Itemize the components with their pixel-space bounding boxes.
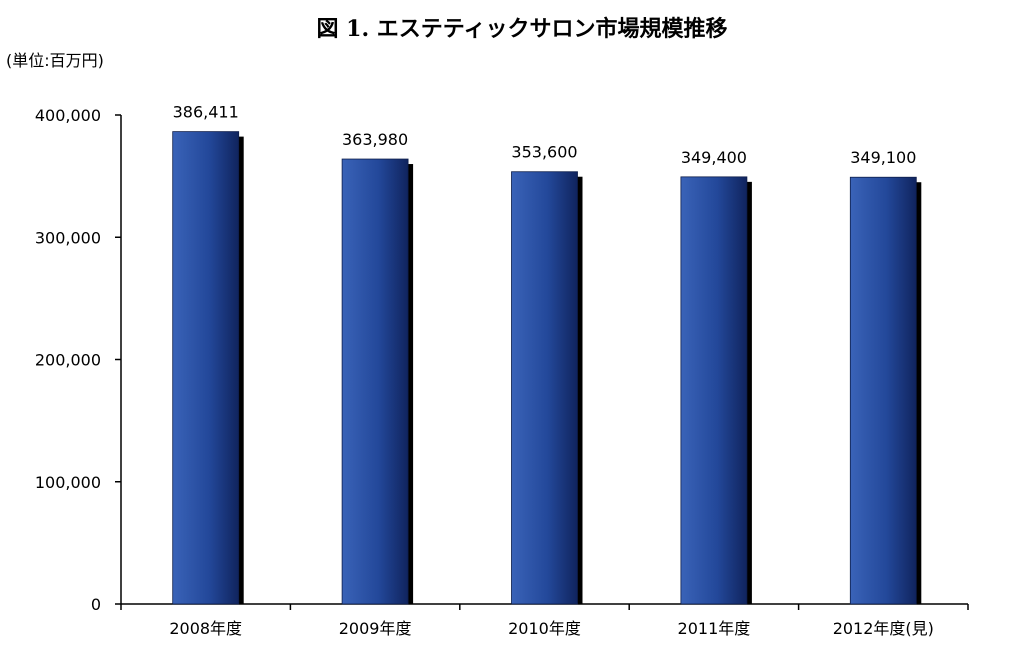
chart-title: 図 1. エステティックサロン市場規模推移 — [317, 16, 728, 42]
y-tick-label: 0 — [91, 595, 101, 614]
plot-area: 0 100,000 200,000 300,000 400,000 386,411 2008… — [35, 103, 969, 638]
x-tick-label: 2008年度 — [169, 619, 242, 638]
y-tick-label: 300,000 — [35, 228, 101, 247]
unit-label: (単位:百万円) — [6, 51, 104, 70]
bar — [172, 131, 240, 605]
data-label: 353,600 — [511, 143, 577, 162]
data-label: 363,980 — [342, 130, 408, 149]
y-tick-label: 100,000 — [35, 473, 101, 492]
x-tick-label: 2010年度 — [508, 619, 581, 638]
bar — [849, 176, 917, 605]
x-tick-label: 2011年度 — [678, 619, 751, 638]
bar — [680, 176, 748, 605]
x-tick-label: 2009年度 — [339, 619, 412, 638]
x-tick-label: 2012年度(見) — [833, 619, 934, 638]
y-tick-label: 400,000 — [35, 106, 101, 125]
bar — [341, 158, 409, 605]
data-label: 349,100 — [850, 148, 916, 167]
data-label: 349,400 — [681, 148, 747, 167]
data-label: 386,411 — [173, 103, 239, 122]
y-tick-label: 200,000 — [35, 351, 101, 370]
bar — [511, 171, 578, 605]
